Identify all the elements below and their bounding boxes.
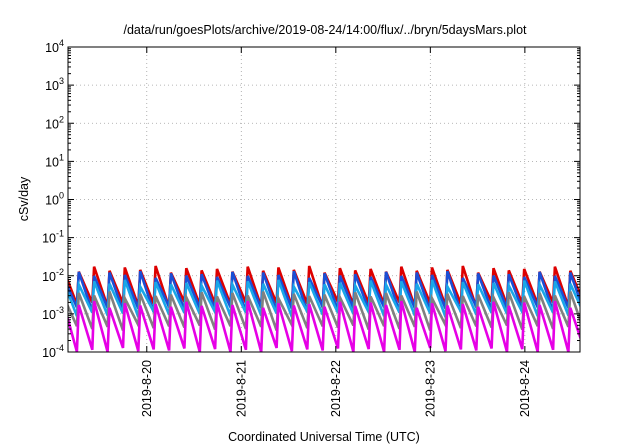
y-axis: 10-4 10-3 10-2 10-1 100 101 102 103 104: [42, 38, 580, 360]
y-axis-label: cSv/day: [17, 176, 31, 221]
x-axis-label: Coordinated Universal Time (UTC): [228, 430, 420, 444]
series-line: [68, 300, 580, 352]
y-tick-label: 10-1: [42, 229, 64, 246]
y-tick-label: 10-4: [42, 343, 64, 360]
y-tick-label: 10-3: [42, 305, 64, 322]
y-tick-label: 10-2: [42, 267, 64, 284]
y-tick-label: 102: [45, 114, 64, 131]
series-layer: [68, 265, 580, 352]
y-tick-label: 104: [45, 38, 64, 55]
x-tick-label: 2019-8-23: [423, 360, 437, 417]
x-tick-label: 2019-8-24: [518, 360, 532, 417]
chart-title: /data/run/goesPlots/archive/2019-08-24/1…: [123, 23, 527, 37]
x-tick-label: 2019-8-20: [140, 360, 154, 417]
x-tick-label: 2019-8-21: [234, 360, 248, 417]
x-tick-label: 2019-8-22: [329, 360, 343, 417]
y-tick-label: 100: [45, 191, 64, 208]
y-tick-label: 101: [45, 152, 64, 169]
x-axis: 2019-8-20 2019-8-21 2019-8-22 2019-8-23 2019…: [140, 47, 532, 417]
y-tick-label: 103: [45, 76, 64, 93]
